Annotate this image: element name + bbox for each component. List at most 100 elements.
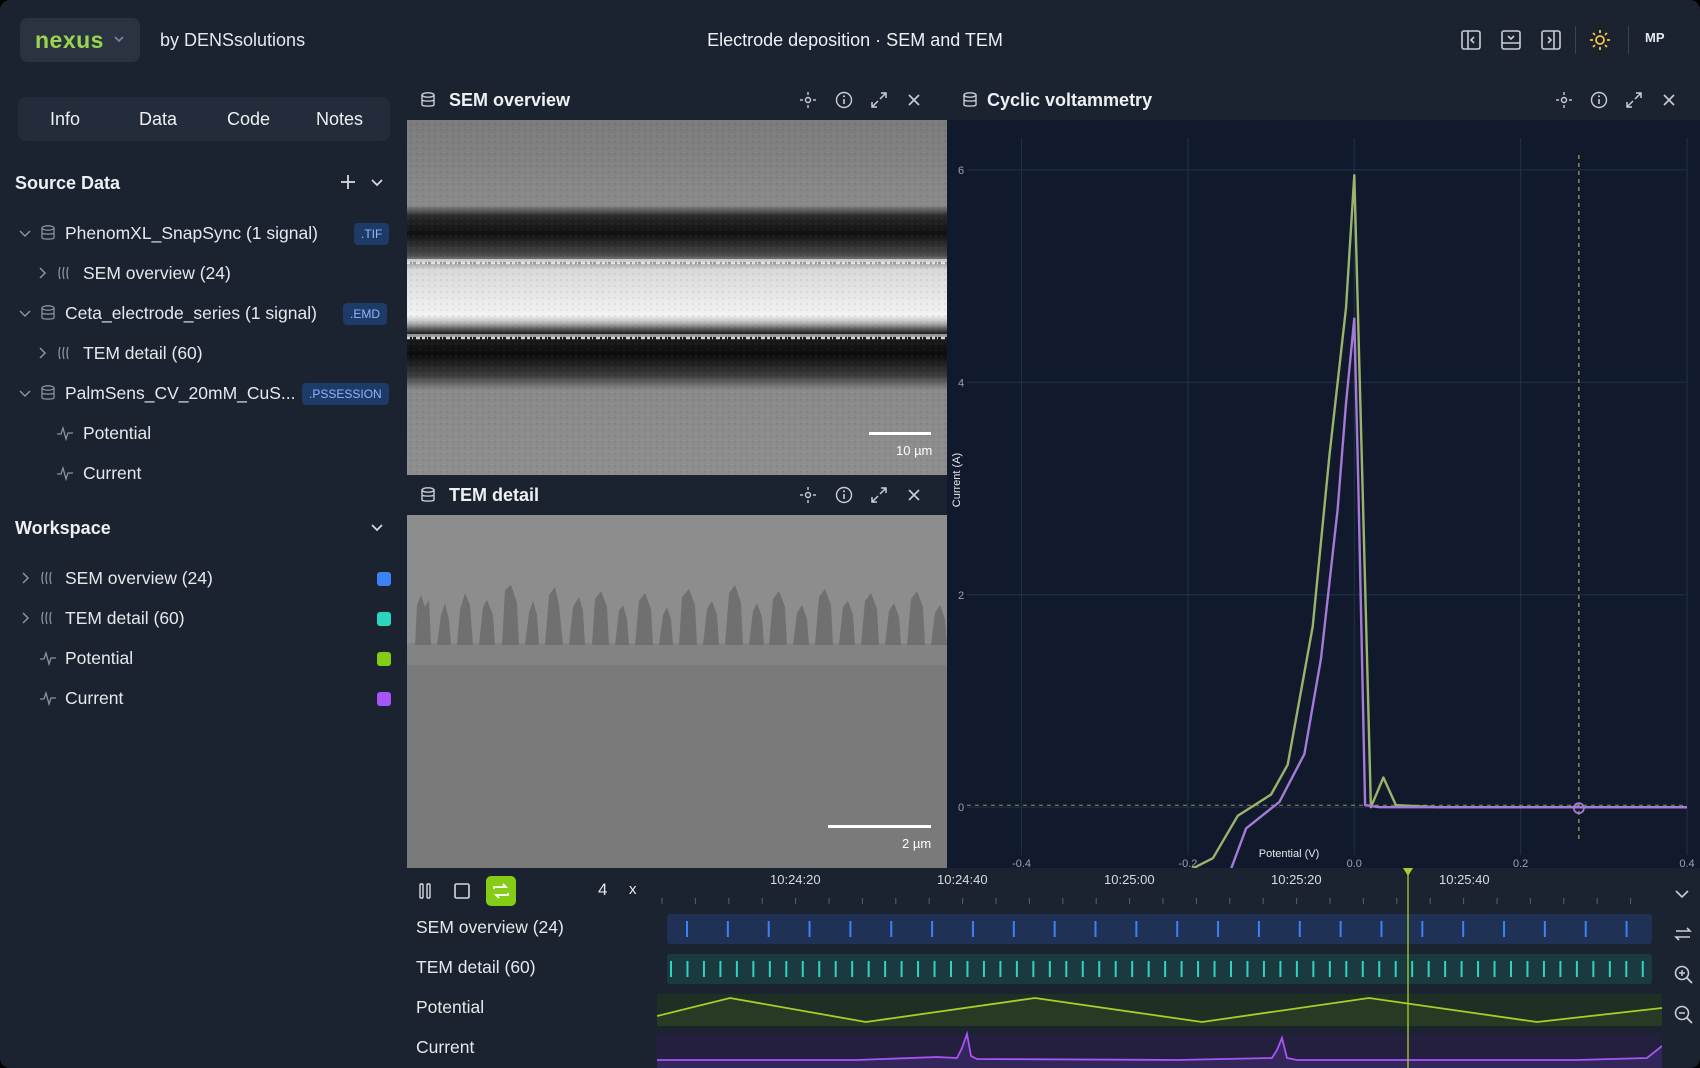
chevron-right-icon[interactable]: [34, 345, 50, 361]
collapse-source-icon[interactable]: [368, 173, 386, 191]
workspace-item-sem[interactable]: SEM overview (24): [0, 558, 405, 598]
image-stack-icon: [41, 611, 52, 625]
crosshair-icon[interactable]: [1555, 91, 1573, 109]
signal-name: Potential: [83, 423, 152, 443]
workspace-item-potential[interactable]: Potential: [0, 638, 405, 678]
source-row-phenom[interactable]: PhenomXL_SnapSync (1 signal) .TIF: [0, 213, 405, 253]
scale-label: 2 µm: [902, 836, 932, 851]
toggle-left-panel-icon[interactable]: [1459, 28, 1483, 52]
ruler-ticks: [661, 898, 1632, 904]
signal-icon: [40, 650, 56, 667]
chevron-right-icon[interactable]: [17, 570, 33, 586]
crosshair-icon[interactable]: [799, 91, 817, 109]
workspace-item-current[interactable]: Current: [0, 678, 405, 718]
chevron-down-icon[interactable]: [17, 385, 33, 401]
tem-panel-header: TEM detail: [407, 475, 947, 515]
color-swatch[interactable]: [377, 652, 391, 666]
tem-image[interactable]: 2 µm: [407, 515, 947, 868]
image-stack-icon: [58, 346, 69, 360]
workspace-item-tem[interactable]: TEM detail (60): [0, 598, 405, 638]
chevron-down-icon[interactable]: [1671, 883, 1693, 905]
chevron-down-icon[interactable]: [17, 305, 33, 321]
source-child-sem[interactable]: SEM overview (24): [0, 253, 405, 293]
close-icon[interactable]: [1660, 91, 1678, 109]
info-icon[interactable]: [1590, 91, 1608, 109]
zoom-out-icon[interactable]: [1672, 1003, 1694, 1025]
source-child-current[interactable]: Current: [0, 453, 405, 493]
expand-icon[interactable]: [870, 486, 888, 504]
playhead[interactable]: [1402, 868, 1414, 1068]
close-icon[interactable]: [905, 91, 923, 109]
close-icon[interactable]: [905, 486, 923, 504]
tab-info[interactable]: Info: [50, 109, 81, 129]
tab-data[interactable]: Data: [139, 109, 178, 129]
sidebar: Info Data Code Notes Source Data PhenomX…: [0, 80, 405, 1068]
chevron-right-icon[interactable]: [34, 265, 50, 281]
cv-plot: 0 2 4 6 -0.4 -0.2 0.0 0.2 0.4 Potential (V) Curren…: [951, 138, 1695, 889]
source-row-ceta[interactable]: Ceta_electrode_series (1 signal) .EMD: [0, 293, 405, 333]
swap-icon[interactable]: [1672, 923, 1694, 945]
time-label: 10:25:20: [1271, 872, 1322, 887]
signal-name: SEM overview (24): [83, 263, 231, 283]
cv-panel-header: Cyclic voltammetry: [947, 80, 1700, 120]
loop-button[interactable]: [486, 876, 516, 906]
loop-icon: [493, 883, 509, 899]
source-name: PalmSens_CV_20mM_CuS...: [65, 383, 296, 403]
playback-speed[interactable]: 4: [598, 880, 608, 899]
file-type-badge: .PSSESSION: [302, 383, 389, 405]
source-name: PhenomXL_SnapSync (1 signal): [65, 223, 318, 243]
y-tick-label: 2: [958, 590, 964, 602]
x-tick-label: -0.2: [1178, 858, 1197, 868]
cv-series-line: [954, 174, 1687, 878]
time-ruler[interactable]: 10:24:20 10:24:40 10:25:00 10:25:20 10:2…: [657, 868, 1662, 910]
y-tick-label: 6: [958, 165, 964, 177]
chevron-right-icon[interactable]: [17, 610, 33, 626]
chevron-down-icon[interactable]: [17, 225, 33, 241]
workspace-header: Workspace: [15, 518, 111, 538]
collapse-workspace-icon[interactable]: [368, 518, 386, 536]
y-axis-label: Current (A): [951, 453, 963, 507]
timeline-tracks[interactable]: [657, 910, 1662, 1068]
potential-line: [657, 997, 1662, 1023]
info-icon[interactable]: [835, 91, 853, 109]
app-logo: nexus: [35, 26, 104, 53]
cv-chart[interactable]: 0 2 4 6 -0.4 -0.2 0.0 0.2 0.4 Potential (V) Curren…: [947, 120, 1700, 889]
track-label: Current: [416, 1037, 475, 1057]
x-tick-label: -0.4: [1012, 858, 1031, 868]
add-source-button[interactable]: [338, 172, 358, 192]
database-icon: [41, 305, 55, 320]
zoom-in-icon[interactable]: [1672, 963, 1694, 985]
tab-notes[interactable]: Notes: [316, 109, 364, 129]
tab-code[interactable]: Code: [227, 109, 271, 129]
sem-track-bg: [667, 914, 1652, 944]
database-icon: [963, 92, 977, 107]
crosshair-icon[interactable]: [799, 486, 817, 504]
theme-sun-icon[interactable]: [1588, 28, 1612, 52]
color-swatch[interactable]: [377, 572, 391, 586]
expand-icon[interactable]: [1625, 91, 1643, 109]
tem-micrograph: [407, 515, 947, 868]
cursor-marker: [1572, 802, 1585, 815]
toggle-bottom-panel-icon[interactable]: [1499, 28, 1523, 52]
file-type-badge: .EMD: [343, 303, 387, 325]
source-child-potential[interactable]: Potential: [0, 413, 405, 453]
workspace-label: TEM detail (60): [65, 608, 185, 628]
database-icon: [421, 487, 435, 502]
vendor-byline: by DENSsolutions: [160, 30, 306, 50]
stop-icon[interactable]: [447, 876, 477, 906]
color-swatch[interactable]: [377, 692, 391, 706]
user-avatar[interactable]: MP: [1645, 30, 1665, 45]
sem-image[interactable]: 10 µm: [407, 120, 947, 475]
panel-title: Cyclic voltammetry: [987, 90, 1153, 110]
toggle-right-panel-icon[interactable]: [1539, 28, 1563, 52]
expand-icon[interactable]: [870, 91, 888, 109]
workspace-label: SEM overview (24): [65, 568, 213, 588]
pause-icon[interactable]: [411, 876, 441, 906]
image-stack-icon: [41, 571, 52, 585]
source-child-tem[interactable]: TEM detail (60): [0, 333, 405, 373]
app-switcher[interactable]: nexus: [20, 18, 140, 62]
info-icon[interactable]: [835, 486, 853, 504]
color-swatch[interactable]: [377, 612, 391, 626]
source-row-palmsens[interactable]: PalmSens_CV_20mM_CuS... .PSSESSION: [0, 373, 405, 413]
signal-icon: [57, 425, 73, 442]
